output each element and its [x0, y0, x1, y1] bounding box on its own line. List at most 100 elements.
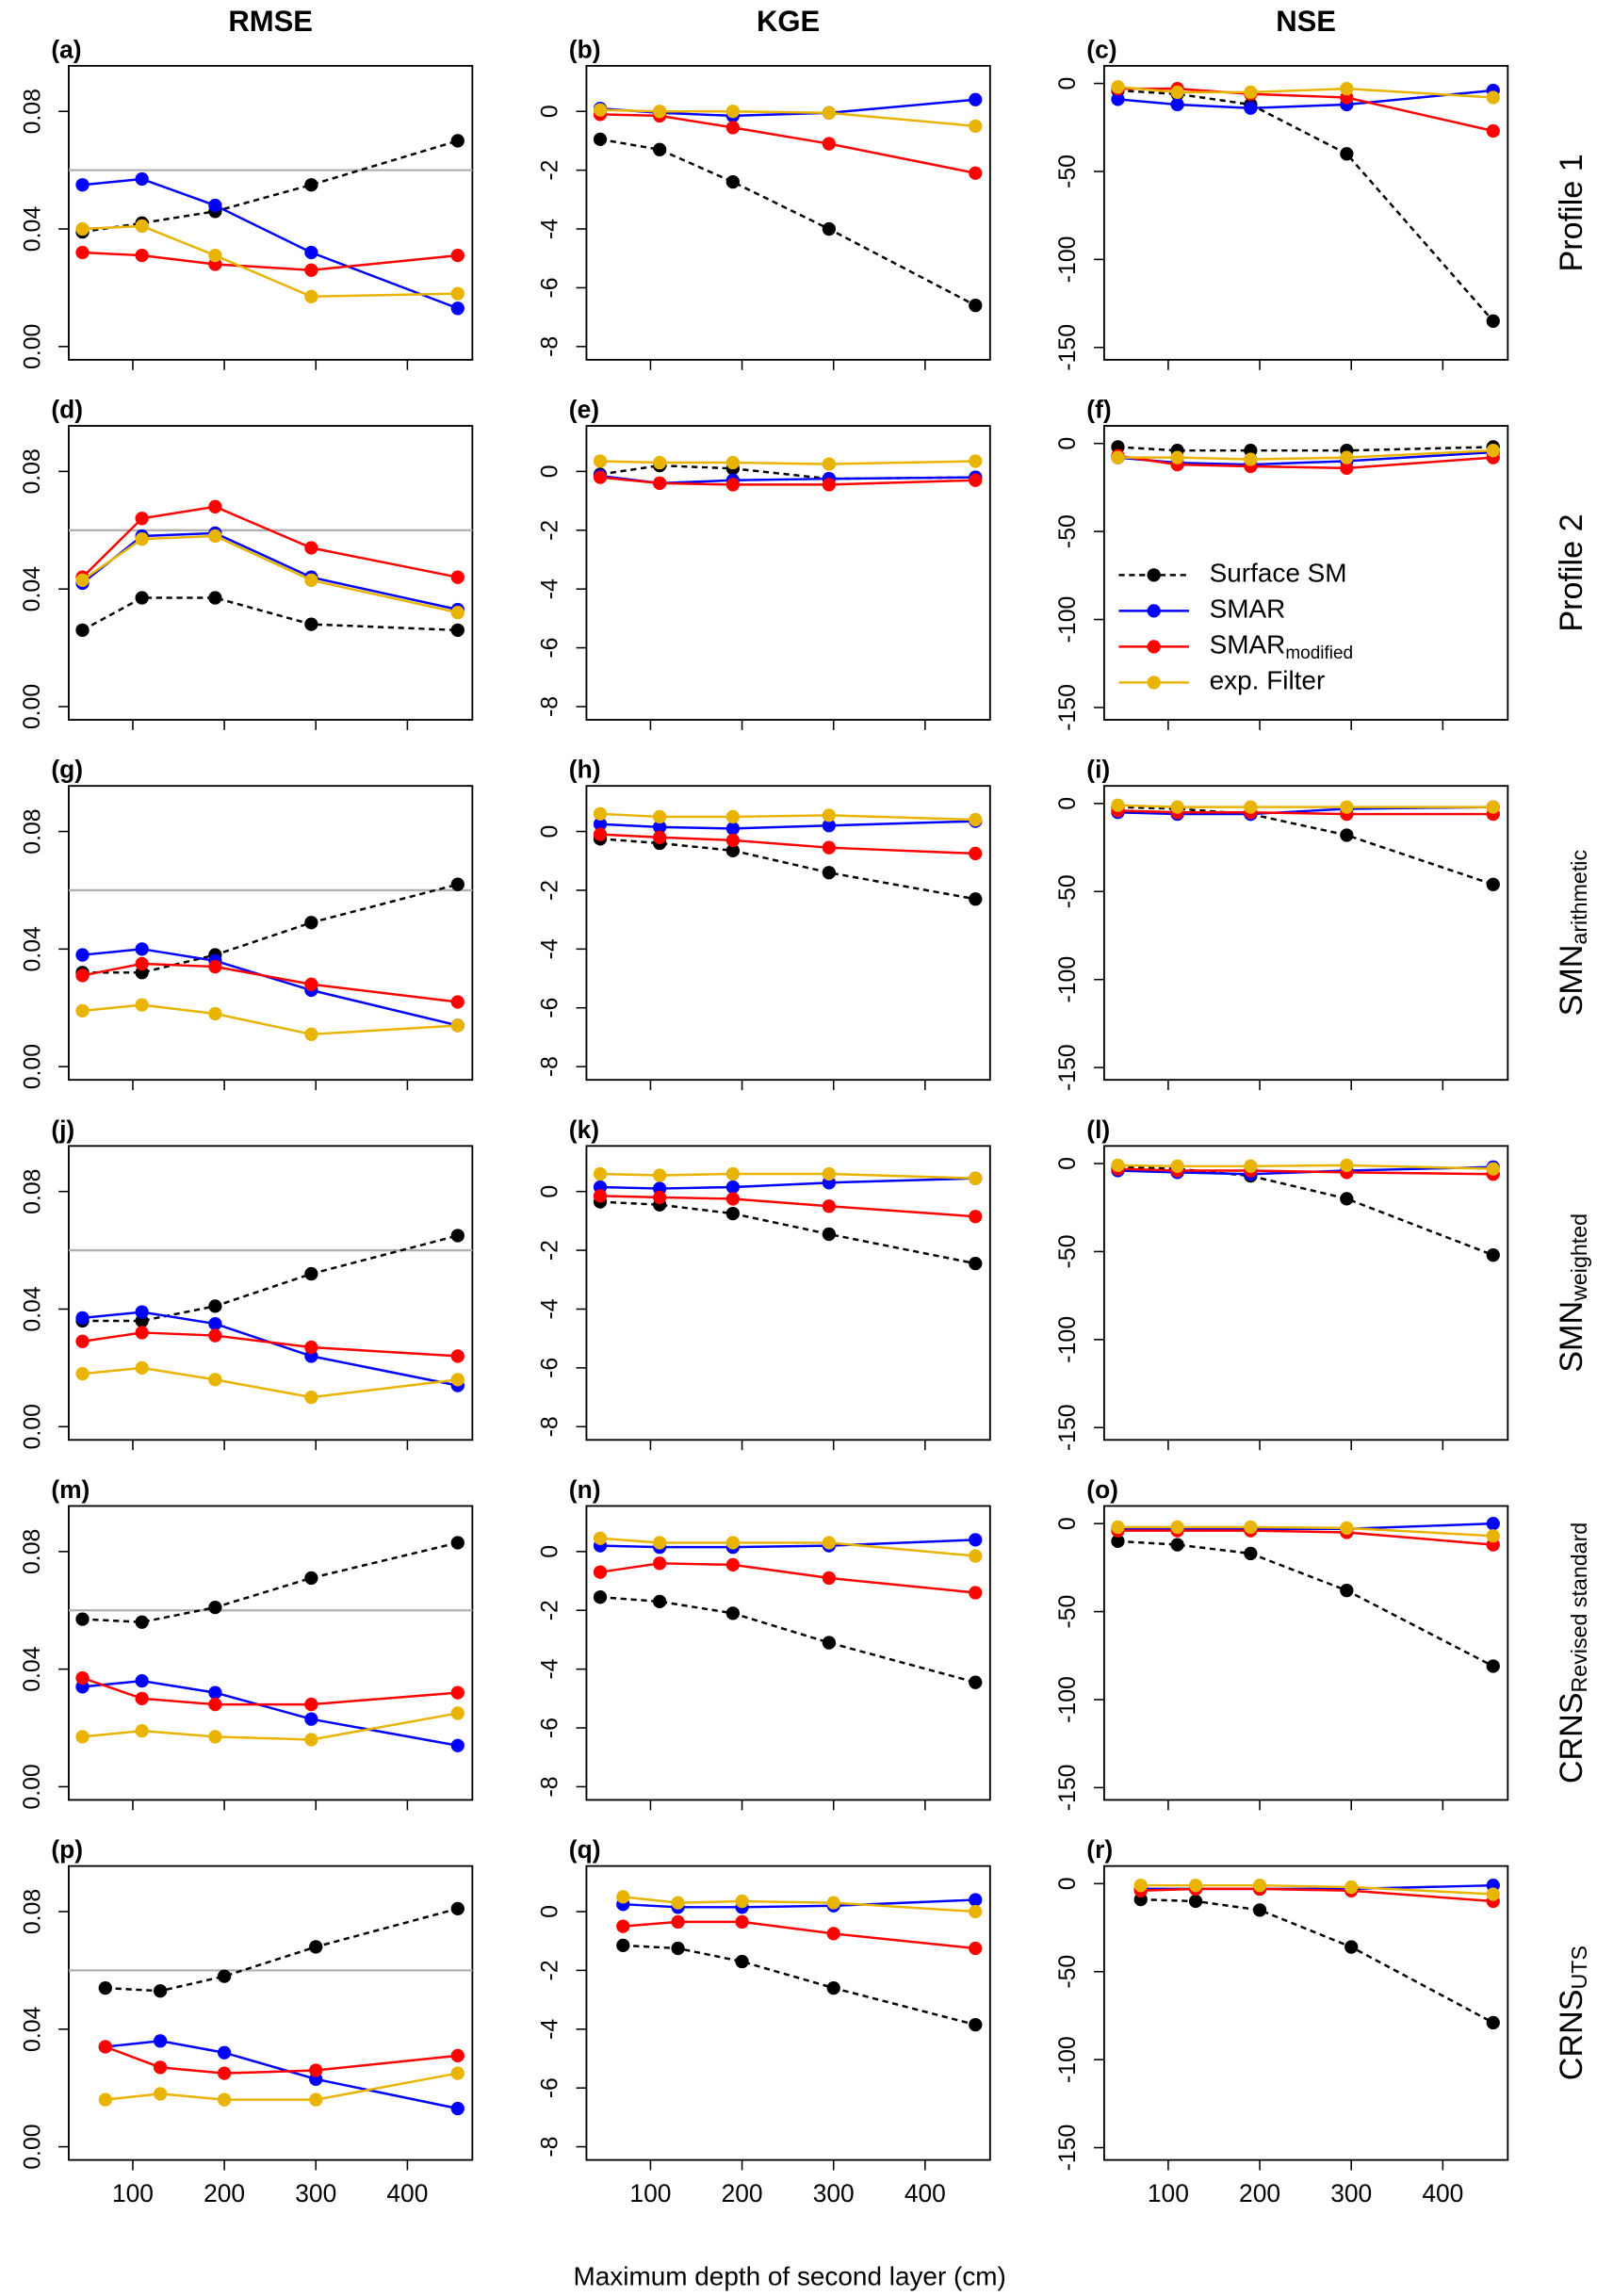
data-point	[653, 1594, 667, 1609]
data-point	[450, 1685, 464, 1700]
row-label-subscript: Revised standard	[1567, 1523, 1591, 1693]
row-label-subscript: UTS	[1567, 1946, 1591, 1989]
series-line	[105, 1907, 459, 1993]
data-point	[208, 248, 222, 263]
y-tick-label: -4	[538, 938, 563, 959]
data-point	[75, 1612, 90, 1626]
data-point	[969, 1210, 983, 1224]
data-point	[725, 1536, 741, 1550]
data-point	[1252, 1879, 1267, 1893]
data-point	[450, 995, 464, 1009]
data-point	[969, 1904, 983, 1919]
y-tick-label: 0.04	[20, 1646, 45, 1692]
y-tick-label: -100	[1055, 956, 1081, 1003]
data-point	[653, 809, 667, 824]
y-tick-label: -2	[538, 880, 563, 901]
row-label-main: Profile 2	[1554, 513, 1589, 631]
x-axis-label: Maximum depth of second layer (cm)	[574, 2262, 1006, 2291]
data-point	[1486, 1248, 1500, 1262]
y-tick-label: 0	[1055, 797, 1081, 810]
data-point	[1340, 450, 1354, 464]
data-point	[1133, 1879, 1148, 1893]
panel-title: (o)	[1086, 1475, 1118, 1504]
data-point	[450, 1349, 464, 1363]
data-point	[208, 529, 222, 544]
y-tick-label: 0.00	[20, 2124, 45, 2169]
panel-title: (e)	[569, 395, 599, 423]
data-point	[969, 1171, 983, 1185]
data-point	[75, 1670, 90, 1685]
data-point	[450, 248, 464, 263]
y-tick-label: -100	[1055, 1316, 1081, 1363]
data-point	[593, 1565, 608, 1579]
panel-title: (q)	[569, 1835, 601, 1864]
data-point	[208, 499, 222, 513]
series-line	[1140, 1897, 1494, 2024]
series-line	[1117, 1165, 1494, 1257]
row-label: Profile 2	[1554, 513, 1589, 631]
data-point	[1340, 1521, 1354, 1535]
panel-title: (l)	[1086, 1115, 1110, 1144]
data-point	[75, 221, 90, 236]
data-point	[75, 573, 90, 587]
y-tick-label: 0.00	[20, 1404, 45, 1449]
plot-frame	[585, 785, 991, 1082]
data-point	[616, 1890, 630, 1904]
data-point	[309, 2063, 323, 2077]
y-tick-label: 0.04	[20, 926, 45, 972]
panel-title: (i)	[1086, 756, 1110, 784]
y-tick-label: -6	[538, 2077, 563, 2098]
data-point	[593, 827, 608, 841]
data-point	[1340, 147, 1354, 161]
data-point	[208, 1006, 222, 1021]
y-tick-label: -4	[538, 219, 563, 239]
plot-frame	[68, 1505, 474, 1801]
data-point	[725, 843, 741, 857]
data-point	[822, 137, 837, 151]
data-point	[593, 1189, 608, 1203]
data-point	[969, 812, 983, 827]
y-tick-label: -6	[538, 1358, 563, 1378]
data-point	[1486, 1517, 1500, 1531]
plot-frame	[1102, 1505, 1509, 1801]
plot-frame	[1102, 1145, 1509, 1441]
data-point	[969, 473, 983, 487]
plot-frame	[68, 64, 474, 361]
data-point	[1486, 1529, 1500, 1543]
panel-title: (p)	[51, 1835, 83, 1864]
y-tick-label: -8	[538, 336, 563, 357]
data-point	[725, 822, 741, 836]
data-point	[969, 454, 983, 468]
data-point	[135, 1673, 149, 1688]
data-point	[450, 1738, 464, 1752]
data-point	[304, 1571, 318, 1586]
data-point	[593, 1590, 608, 1604]
y-tick-label: 0	[1055, 437, 1081, 450]
data-point	[309, 2092, 323, 2107]
x-tick-label: 400	[386, 2179, 428, 2207]
plot-frame	[1102, 64, 1509, 361]
y-tick-label: -4	[538, 1298, 563, 1319]
legend-label-main: SMAR	[1210, 594, 1286, 624]
panel-title: (a)	[51, 35, 81, 63]
data-point	[969, 166, 983, 180]
data-point	[304, 573, 318, 587]
data-point	[75, 245, 90, 260]
data-point	[593, 806, 608, 821]
data-point	[135, 998, 149, 1012]
panel-title: (n)	[569, 1475, 601, 1504]
data-point	[969, 2017, 983, 2032]
data-point	[969, 892, 983, 906]
data-point	[98, 2092, 112, 2107]
y-tick-label: -4	[538, 578, 563, 599]
x-tick-label: 100	[1148, 2179, 1189, 2207]
y-tick-label: -50	[1055, 514, 1081, 548]
panel-title: (h)	[569, 756, 601, 784]
y-tick-label: 0	[538, 825, 563, 839]
data-point	[725, 105, 741, 119]
data-point	[969, 119, 983, 133]
data-point	[969, 1586, 983, 1600]
data-point	[450, 605, 464, 620]
data-point	[208, 1600, 222, 1615]
data-point	[822, 106, 837, 120]
